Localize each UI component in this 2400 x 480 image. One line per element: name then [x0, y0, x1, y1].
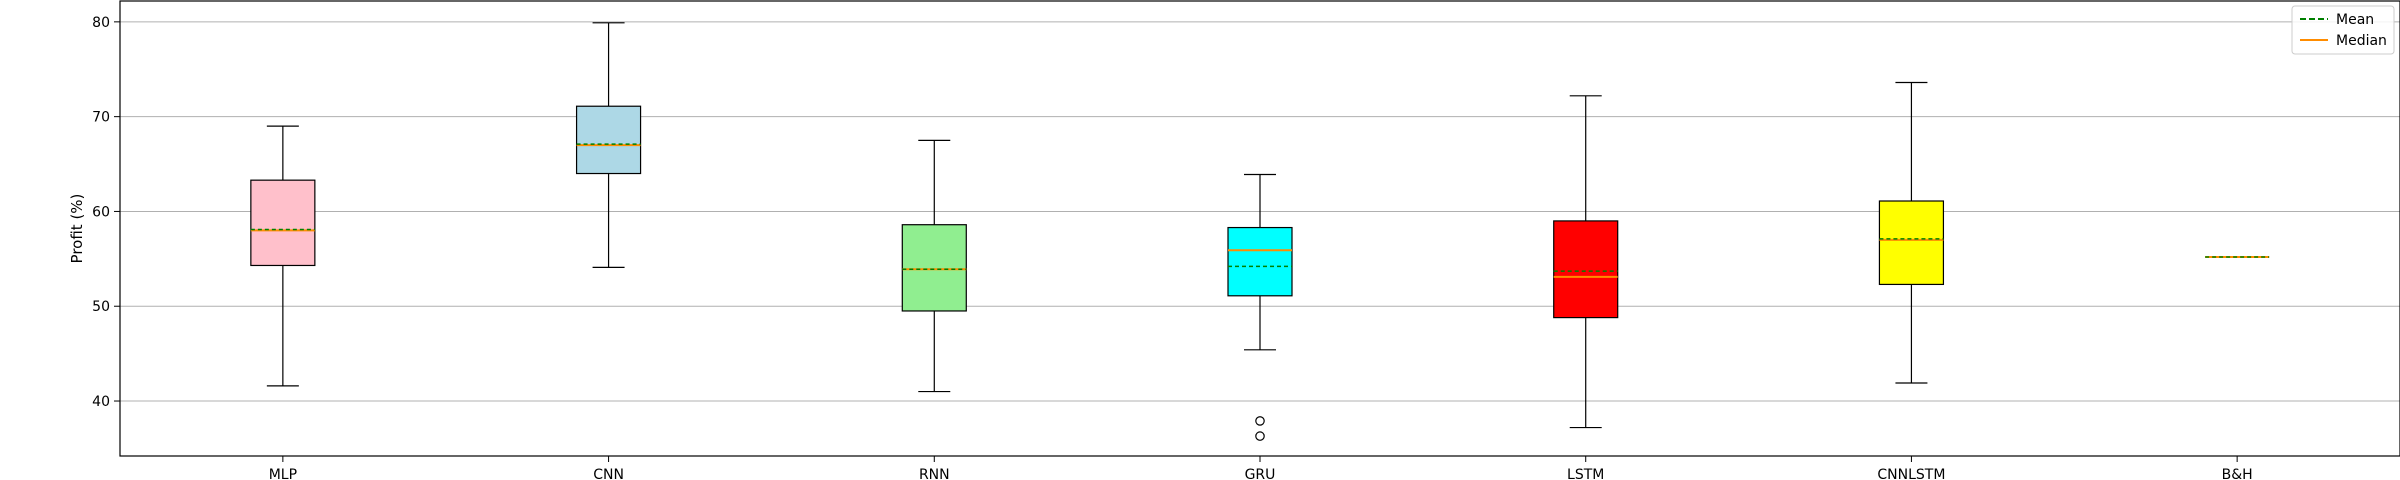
y-tick-label: 60 [92, 204, 110, 220]
box-body [1878, 200, 1945, 286]
box-body [1553, 220, 1619, 319]
x-tick-label: MLP [269, 467, 297, 480]
x-tick-label: CNNLSTM [1877, 467, 1945, 480]
x-tick-label: CNN [593, 467, 624, 480]
y-axis: 40 50 60 70 80 [92, 15, 120, 410]
box-series [250, 22, 2270, 441]
y-tick-label: 80 [92, 15, 110, 31]
box-body [1227, 226, 1293, 297]
y-tick-label: 40 [92, 394, 110, 410]
box-body [901, 224, 967, 312]
box-rnn [901, 139, 967, 393]
box-body [575, 105, 642, 175]
x-tick-label: B&H [2222, 467, 2253, 480]
legend: Mean Median [2291, 5, 2395, 55]
x-tick-label: LSTM [1567, 467, 1604, 480]
box-gru [1227, 173, 1293, 441]
y-axis-title: Profit (%) [68, 194, 86, 264]
legend-box [2291, 5, 2395, 55]
x-tick-label: RNN [919, 467, 950, 480]
y-tick-label: 70 [92, 110, 110, 126]
box-mlp [250, 125, 316, 387]
legend-label-mean: Mean [2336, 12, 2374, 28]
box-body [250, 179, 316, 267]
x-tick-label: GRU [1245, 467, 1276, 480]
legend-label-median: Median [2336, 33, 2387, 49]
x-axis: MLP CNN RNN GRU LSTM CNNLSTM B&H [269, 456, 2253, 480]
outlier-point [1255, 431, 1265, 441]
box-cnnlstm [1878, 81, 1945, 384]
outlier-point [1255, 416, 1265, 426]
box-lstm [1553, 95, 1619, 429]
box-cnn [575, 22, 642, 268]
y-tick-label: 50 [92, 299, 110, 315]
